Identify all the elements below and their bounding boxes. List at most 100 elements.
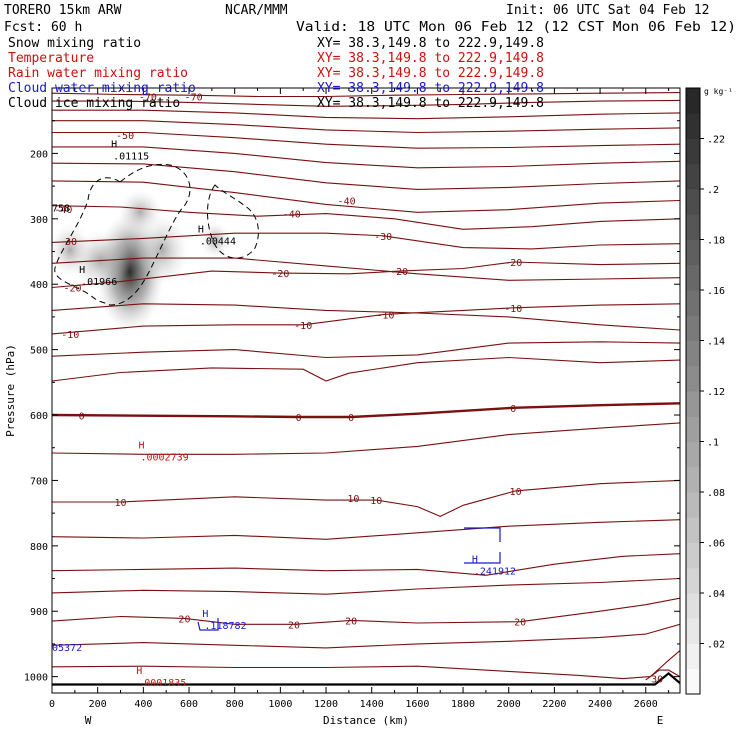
maximum-marker-h: H bbox=[136, 666, 142, 677]
maximum-value-label: .01115 bbox=[113, 151, 149, 162]
temperature-contour-line bbox=[52, 303, 680, 335]
x-tick-label: 200 bbox=[89, 699, 107, 710]
init-time: Init: 06 UTC Sat 04 Feb 12 bbox=[506, 3, 710, 18]
colorbar-tick-label: .14 bbox=[707, 337, 725, 348]
field-xy-label: XY= 38.3,149.8 to 222.9,149.8 bbox=[317, 66, 544, 81]
temperature-contour-line bbox=[52, 120, 680, 134]
maximum-value-label: .118782 bbox=[204, 621, 246, 632]
maximum-marker-h: H bbox=[79, 265, 85, 276]
colorbar-segment bbox=[686, 365, 700, 392]
x-tick-label: 1600 bbox=[405, 699, 429, 710]
field-name-label: Cloud ice mixing ratio bbox=[8, 96, 180, 111]
temperature-contour-label: -70 bbox=[185, 93, 203, 104]
temperature-contour-line bbox=[52, 402, 680, 419]
temperature-contour-label: -20 bbox=[390, 267, 408, 278]
temperature-contour-line bbox=[52, 162, 680, 190]
snow-shading-blob bbox=[201, 222, 229, 258]
y-tick-label: 400 bbox=[30, 280, 48, 291]
temperature-contour-line bbox=[52, 519, 680, 540]
x-tick-label: 2200 bbox=[542, 699, 566, 710]
temperature-contour-label: -40 bbox=[338, 196, 356, 207]
x-tick-label: 800 bbox=[226, 699, 244, 710]
colorbar-tick-label: .04 bbox=[707, 589, 725, 600]
temperature-contour-line bbox=[52, 92, 680, 98]
temperature-contour-line bbox=[52, 422, 680, 455]
field-name-label: Cloud water mixing ratio bbox=[8, 81, 196, 96]
temperature-contour-line bbox=[52, 623, 680, 649]
temperature-contour-line bbox=[52, 303, 680, 331]
temperature-contour-label: 0 bbox=[79, 412, 85, 423]
temperature-contour-label: -10 bbox=[376, 310, 394, 321]
colorbar-segment bbox=[686, 416, 700, 442]
west-end-label: W bbox=[85, 714, 92, 727]
temperature-contour-line bbox=[52, 180, 680, 213]
colorbar-segment bbox=[686, 239, 700, 266]
temperature-contour-line bbox=[52, 131, 680, 149]
x-tick-label: 600 bbox=[180, 699, 198, 710]
temperature-contour-label: -70 bbox=[139, 93, 157, 104]
y-axis-title: Pressure (hPa) bbox=[4, 344, 17, 437]
x-tick-label: 2400 bbox=[588, 699, 612, 710]
y-tick-label: 700 bbox=[30, 476, 48, 487]
temperature-contour-line bbox=[52, 553, 680, 576]
colorbar-tick-label: .1 bbox=[707, 438, 719, 449]
maximum-marker-h: H bbox=[138, 440, 144, 451]
colorbar-units: g kg⁻¹ bbox=[704, 87, 733, 96]
colorbar-segment bbox=[686, 668, 700, 695]
maximum-marker-h: H bbox=[198, 224, 204, 235]
colorbar-segment bbox=[686, 492, 700, 518]
colorbar-tick-label: .18 bbox=[707, 236, 725, 247]
temperature-contour-label: 10 bbox=[510, 487, 522, 498]
colorbar-segment bbox=[686, 189, 700, 215]
y-tick-label: 300 bbox=[30, 215, 48, 226]
x-tick-label: 0 bbox=[49, 699, 55, 710]
colorbar-segment bbox=[686, 214, 700, 240]
field-name-label: Snow mixing ratio bbox=[8, 36, 141, 51]
colorbar-segment bbox=[686, 542, 700, 569]
colorbar-tick-label: .02 bbox=[707, 640, 725, 651]
colorbar-segment bbox=[686, 567, 700, 594]
temperature-contour-label: -40 bbox=[54, 205, 72, 216]
temperature-contour-label: 20 bbox=[178, 614, 190, 625]
colorbar-segment bbox=[686, 315, 700, 341]
temperature-contour-label: 10 bbox=[114, 498, 126, 509]
temperature-contour-line bbox=[52, 577, 680, 595]
temperature-contour-label: -10 bbox=[61, 330, 79, 341]
cloud-ice-dashed-contour bbox=[207, 184, 259, 259]
temperature-contour-line bbox=[52, 109, 680, 120]
colorbar-tick-label: .06 bbox=[707, 539, 725, 550]
colorbar-segment bbox=[686, 138, 700, 165]
temperature-contour-label: -20 bbox=[271, 269, 289, 280]
colorbar-tick-label: .12 bbox=[707, 387, 725, 398]
temperature-contour-label: 20 bbox=[514, 618, 526, 629]
temperature-contour-line bbox=[52, 205, 680, 230]
x-tick-label: 2000 bbox=[497, 699, 521, 710]
temperature-contour-label: -20 bbox=[64, 283, 82, 294]
colorbar-tick-label: .16 bbox=[707, 286, 725, 297]
temperature-contour-label: 20 bbox=[288, 620, 300, 631]
field-name-label: Rain water mixing ratio bbox=[8, 66, 188, 81]
colorbar-segment bbox=[686, 517, 700, 543]
y-tick-label: 600 bbox=[30, 411, 48, 422]
x-tick-label: 400 bbox=[134, 699, 152, 710]
maximum-value-label: .0002739 bbox=[140, 452, 188, 463]
temperature-contour-label: 10 bbox=[347, 494, 359, 505]
x-tick-label: 1000 bbox=[268, 699, 292, 710]
x-axis-title: Distance (km) bbox=[323, 714, 409, 727]
east-end-label: E bbox=[657, 714, 664, 727]
maximum-value-label: .00444 bbox=[200, 236, 236, 247]
temperature-contour-label: 30 bbox=[651, 675, 663, 686]
temperature-contour-line bbox=[52, 650, 680, 680]
partial-edge-label: 758 bbox=[52, 204, 70, 215]
colorbar-segment bbox=[686, 163, 700, 190]
temperature-contour-label: 0 bbox=[348, 413, 354, 424]
temperature-contour-line bbox=[52, 146, 680, 169]
y-tick-label: 1000 bbox=[24, 673, 48, 684]
colorbar-segment bbox=[686, 88, 700, 114]
maximum-marker-h: H bbox=[111, 139, 117, 150]
valid-time: Valid: 18 UTC Mon 06 Feb 12 (12 CST Mon … bbox=[296, 20, 736, 35]
temperature-contour-label: 10 bbox=[370, 496, 382, 507]
field-xy-label: XY= 38.3,149.8 to 222.9,149.8 bbox=[317, 81, 544, 96]
field-name-label: Temperature bbox=[8, 51, 94, 66]
temperature-contour-line bbox=[52, 479, 680, 518]
